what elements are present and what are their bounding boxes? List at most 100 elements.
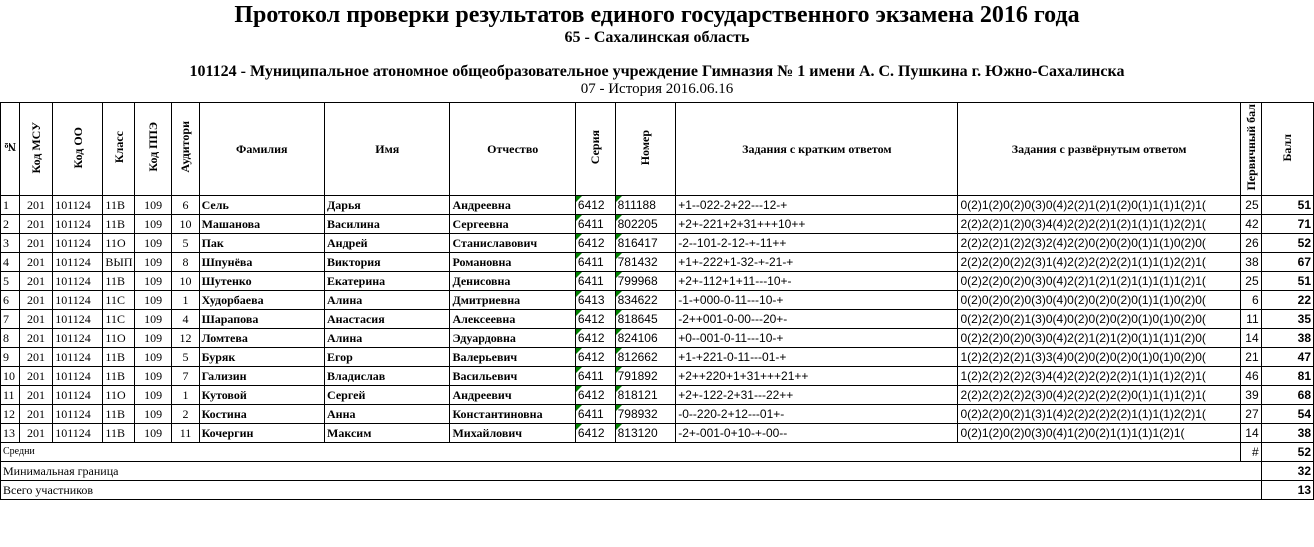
cell-n: 8	[1, 328, 20, 347]
cell-ser: 6412	[575, 195, 615, 214]
cell-otch: Станиславович	[450, 233, 575, 252]
cell-msu: 201	[19, 195, 52, 214]
cell-ppe: 109	[134, 214, 172, 233]
cell-klass: 11О	[103, 328, 134, 347]
table-row: 320110112411О1095ПакАндрейСтаниславович6…	[1, 233, 1314, 252]
cell-ppe: 109	[134, 195, 172, 214]
cell-otch: Константиновна	[450, 404, 575, 423]
cell-ball: 38	[1261, 328, 1313, 347]
cell-nom: 798932	[615, 404, 676, 423]
cell-klass: 11В	[103, 214, 134, 233]
cell-msu: 201	[19, 366, 52, 385]
cell-zk: +2+-112+1+11---10+-	[676, 271, 958, 290]
avg-ball: 52	[1261, 442, 1313, 461]
cell-n: 4	[1, 252, 20, 271]
col-klass: Класс	[103, 103, 134, 196]
cell-ser: 6412	[575, 233, 615, 252]
cell-prv: 46	[1240, 366, 1261, 385]
cell-ppe: 109	[134, 385, 172, 404]
cell-fam: Сель	[199, 195, 324, 214]
cell-zr: 1(2)2(2)2(2)1(3)3(4)0(2)0(2)0(2)0(1)0(1)…	[958, 347, 1240, 366]
cell-prv: 25	[1240, 195, 1261, 214]
cell-otch: Андреевна	[450, 195, 575, 214]
cell-zk: +2+-122-2+31---22++	[676, 385, 958, 404]
cell-otch: Алексеевна	[450, 309, 575, 328]
cell-ppe: 109	[134, 233, 172, 252]
cell-otch: Андреевич	[450, 385, 575, 404]
col-oo: Код ОО	[53, 103, 103, 196]
row-min: Минимальная граница 32	[1, 461, 1314, 480]
cell-aud: 7	[172, 366, 199, 385]
cell-nom: 834622	[615, 290, 676, 309]
cell-klass: 11В	[103, 195, 134, 214]
cell-fam: Пак	[199, 233, 324, 252]
cell-klass: 11О	[103, 233, 134, 252]
cell-oo: 101124	[53, 271, 103, 290]
cell-zk: +0--001-0-11---10-+	[676, 328, 958, 347]
cell-ppe: 109	[134, 252, 172, 271]
cell-otch: Романовна	[450, 252, 575, 271]
cell-prv: 11	[1240, 309, 1261, 328]
results-table: № Код МСУ Код ОО Класс Код ППЭ Аудитори …	[0, 102, 1314, 500]
cell-n: 13	[1, 423, 20, 442]
cell-ppe: 109	[134, 366, 172, 385]
table-row: 120110112411В1096СельДарьяАндреевна64128…	[1, 195, 1314, 214]
cell-nom: 818645	[615, 309, 676, 328]
cell-zr: 0(2)2(2)0(2)1(3)1(4)2(2)2(2)2(2)1(1)1(1)…	[958, 404, 1240, 423]
cell-ppe: 109	[134, 328, 172, 347]
cell-n: 12	[1, 404, 20, 423]
cell-ppe: 109	[134, 404, 172, 423]
col-imya: Имя	[325, 103, 450, 196]
cell-imya: Алина	[325, 290, 450, 309]
cell-ball: 35	[1261, 309, 1313, 328]
avg-label: Средни	[1, 442, 1241, 461]
col-ball: Балл	[1261, 103, 1313, 196]
cell-ser: 6412	[575, 347, 615, 366]
cell-msu: 201	[19, 404, 52, 423]
cell-zr: 2(2)2(2)0(2)2(3)1(4)2(2)2(2)2(2)1(1)1(1)…	[958, 252, 1240, 271]
cell-ser: 6411	[575, 214, 615, 233]
col-n: №	[1, 103, 20, 196]
cell-prv: 25	[1240, 271, 1261, 290]
cell-imya: Егор	[325, 347, 450, 366]
cell-nom: 781432	[615, 252, 676, 271]
cell-n: 2	[1, 214, 20, 233]
col-nom: Номер	[615, 103, 676, 196]
cell-zk: -0--220-2+12---01+-	[676, 404, 958, 423]
cell-nom: 818121	[615, 385, 676, 404]
cell-ppe: 109	[134, 423, 172, 442]
cell-oo: 101124	[53, 214, 103, 233]
cell-ball: 51	[1261, 271, 1313, 290]
cell-ball: 81	[1261, 366, 1313, 385]
cell-aud: 11	[172, 423, 199, 442]
cell-klass: ВЫП	[103, 252, 134, 271]
cell-zk: +2++220+1+31+++21++	[676, 366, 958, 385]
cell-oo: 101124	[53, 347, 103, 366]
table-row: 220110112411В10910МашановаВасилинаСергее…	[1, 214, 1314, 233]
cell-nom: 811188	[615, 195, 676, 214]
cell-prv: 14	[1240, 328, 1261, 347]
cell-ser: 6412	[575, 328, 615, 347]
cell-ppe: 109	[134, 290, 172, 309]
cell-n: 3	[1, 233, 20, 252]
table-row: 820110112411О10912ЛомтеваАлинаЭдуардовна…	[1, 328, 1314, 347]
cell-zk: +1+-222+1-32-+-21-+	[676, 252, 958, 271]
cell-klass: 11В	[103, 366, 134, 385]
cell-ball: 47	[1261, 347, 1313, 366]
col-msu: Код МСУ	[19, 103, 52, 196]
cell-ball: 68	[1261, 385, 1313, 404]
table-body: 120110112411В1096СельДарьяАндреевна64128…	[1, 195, 1314, 442]
cell-imya: Василина	[325, 214, 450, 233]
cell-nom: 799968	[615, 271, 676, 290]
cell-imya: Максим	[325, 423, 450, 442]
cell-otch: Денисовна	[450, 271, 575, 290]
cell-aud: 5	[172, 233, 199, 252]
cell-ball: 52	[1261, 233, 1313, 252]
col-fam: Фамилия	[199, 103, 324, 196]
cell-otch: Сергеевна	[450, 214, 575, 233]
cell-msu: 201	[19, 252, 52, 271]
cell-zr: 0(2)2(2)0(2)0(3)0(4)2(2)1(2)1(2)0(1)1(1)…	[958, 328, 1240, 347]
cell-fam: Шпунёва	[199, 252, 324, 271]
cell-ser: 6411	[575, 271, 615, 290]
cell-fam: Шутенко	[199, 271, 324, 290]
